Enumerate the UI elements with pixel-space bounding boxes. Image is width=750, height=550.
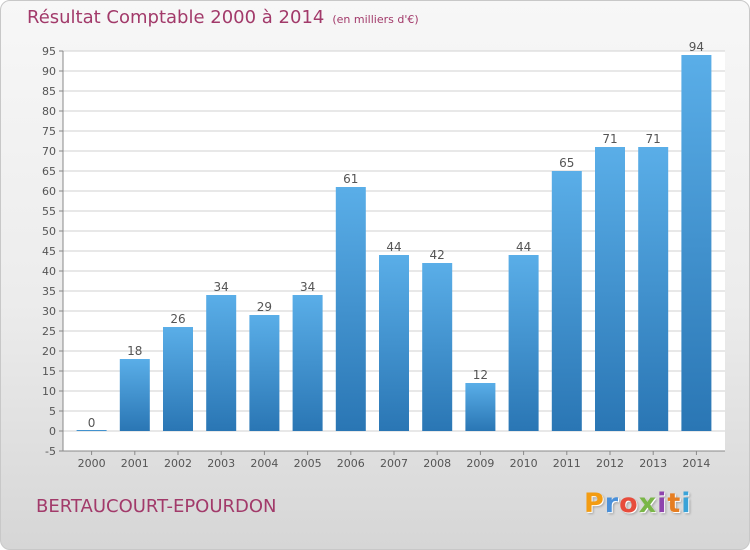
logo-letter: x: [638, 488, 658, 519]
x-tick-label: 2012: [596, 457, 624, 470]
y-tick-label: 50: [42, 225, 56, 238]
y-tick-label: 80: [42, 105, 56, 118]
data-label: 34: [300, 280, 315, 294]
chart-title: Résultat Comptable 2000 à 2014 (en millie…: [27, 7, 419, 28]
logo-letter: P: [584, 488, 605, 519]
x-tick-label: 2010: [510, 457, 538, 470]
commune-name: BERTAUCOURT-EPOURDON: [36, 496, 277, 517]
logo-letter: i: [681, 488, 692, 519]
data-label: 65: [559, 156, 574, 170]
y-tick-label: 40: [42, 265, 56, 278]
x-tick-label: 2007: [380, 457, 408, 470]
bar: [465, 383, 496, 431]
logo-letter: o: [619, 488, 639, 519]
bar: [206, 295, 237, 431]
data-label: 0: [88, 416, 96, 430]
y-tick-label: 15: [42, 365, 56, 378]
bar: [681, 55, 712, 431]
data-label: 94: [689, 40, 704, 54]
x-tick-label: 2002: [164, 457, 192, 470]
data-label: 44: [386, 240, 401, 254]
x-tick-label: 2006: [337, 457, 365, 470]
y-tick-label: 55: [42, 205, 56, 218]
data-label: 29: [257, 300, 272, 314]
data-label: 12: [473, 368, 488, 382]
bar: [508, 255, 539, 431]
y-tick-label: 95: [42, 45, 56, 58]
x-tick-label: 2008: [423, 457, 451, 470]
y-tick-label: 75: [42, 125, 56, 138]
bar: [163, 327, 193, 431]
y-tick-label: 5: [49, 405, 56, 418]
data-label: 18: [127, 344, 142, 358]
logo-letter: t: [667, 488, 682, 519]
y-tick-label: -5: [45, 445, 56, 458]
data-label: 44: [516, 240, 531, 254]
data-label: 61: [343, 172, 358, 186]
x-tick-label: 2000: [78, 457, 106, 470]
x-tick-label: 2004: [250, 457, 278, 470]
logo-letter: i: [657, 488, 668, 519]
logo-letter: r: [604, 488, 620, 519]
chart-subtitle: (en milliers d'€): [332, 13, 419, 26]
y-tick-label: 0: [49, 425, 56, 438]
x-tick-label: 2001: [121, 457, 149, 470]
bar: [638, 147, 669, 431]
y-tick-label: 30: [42, 305, 56, 318]
proxiti-logo: Proxiti: [584, 488, 692, 519]
data-label: 34: [214, 280, 229, 294]
bar: [379, 255, 409, 431]
y-tick-label: 60: [42, 185, 56, 198]
bar: [292, 295, 323, 431]
data-label: 42: [430, 248, 445, 262]
x-tick-label: 2005: [294, 457, 322, 470]
data-label: 71: [602, 132, 617, 146]
y-tick-label: 10: [42, 385, 56, 398]
y-tick-label: 90: [42, 65, 56, 78]
y-tick-label: 25: [42, 325, 56, 338]
bar: [595, 147, 625, 431]
x-tick-label: 2014: [682, 457, 710, 470]
y-tick-label: 45: [42, 245, 56, 258]
x-tick-label: 2003: [207, 457, 235, 470]
y-tick-label: 35: [42, 285, 56, 298]
y-tick-label: 85: [42, 85, 56, 98]
bar: [422, 263, 453, 431]
bar: [249, 315, 280, 431]
bar: [119, 359, 150, 431]
bar: [551, 171, 582, 431]
x-tick-label: 2013: [639, 457, 667, 470]
data-label: 71: [646, 132, 661, 146]
y-tick-label: 20: [42, 345, 56, 358]
x-tick-label: 2011: [553, 457, 581, 470]
data-label: 26: [170, 312, 185, 326]
bar: [76, 430, 107, 431]
y-tick-label: 70: [42, 145, 56, 158]
chart-title-text: Résultat Comptable 2000 à 2014: [27, 7, 325, 28]
y-tick-label: 65: [42, 165, 56, 178]
x-tick-label: 2009: [466, 457, 494, 470]
bar: [335, 187, 366, 431]
